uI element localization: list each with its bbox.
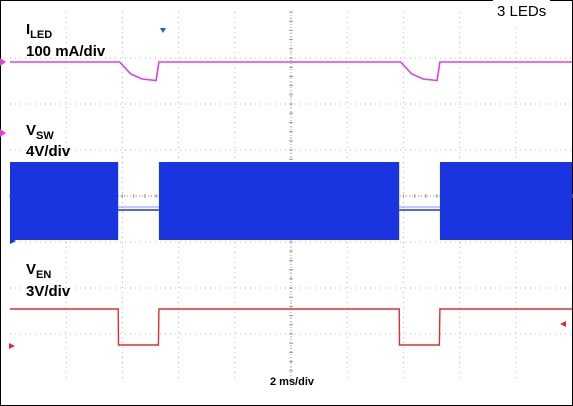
ven-label: VEN	[26, 261, 52, 281]
vsw-switching-band	[439, 162, 572, 240]
ven-ground-marker	[9, 343, 15, 349]
trace-group	[10, 61, 572, 346]
x-axis-label: 2 ms/div	[269, 376, 315, 388]
ven-trace	[10, 308, 572, 346]
iled-ground-marker	[0, 58, 6, 66]
iled-offset-marker	[0, 129, 6, 137]
ven-scale-label: 3V/div	[26, 283, 71, 300]
ven-level-marker	[560, 321, 566, 327]
iled-scale-label: 100 mA/div	[26, 43, 106, 60]
iled-label: ILED	[26, 21, 53, 41]
iled-trace	[10, 61, 572, 82]
trigger-position-marker	[160, 28, 166, 33]
vsw-ground-marker	[10, 238, 16, 244]
vsw-switching-band	[10, 162, 119, 240]
channel-markers	[0, 28, 566, 349]
vsw-switching-band	[158, 162, 400, 240]
legend-label: 3 LEDs	[493, 0, 551, 24]
vsw-scale-label: 4V/div	[26, 143, 71, 160]
vsw-label: VSW	[26, 122, 54, 142]
